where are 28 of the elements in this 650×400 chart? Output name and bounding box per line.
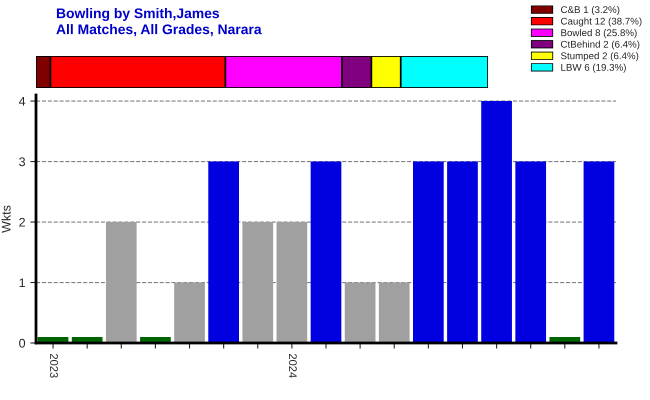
y-tick-label: 2 <box>19 218 25 227</box>
bar <box>106 222 137 343</box>
x-tick-label: 2023 <box>50 354 58 378</box>
bar <box>310 162 342 343</box>
legend-label: Caught 12 (38.7%) <box>561 17 642 27</box>
bar <box>413 162 444 343</box>
bar <box>242 222 274 343</box>
legend-label: C&B 1 (3.2%) <box>561 6 620 15</box>
bar <box>515 162 546 343</box>
bar <box>447 162 478 343</box>
y-tick-label: 3 <box>19 157 26 166</box>
legend-label: CtBehind 2 (6.4%) <box>561 40 640 50</box>
bar <box>481 101 512 343</box>
y-tick-label: 4 <box>18 96 26 106</box>
bar <box>276 222 308 343</box>
bar <box>344 282 376 343</box>
y-tick-label: 1 <box>20 278 25 288</box>
legend-label: Stumped 2 (6.4%) <box>560 52 638 62</box>
bar <box>378 282 410 343</box>
legend-label: Bowled 8 (25.8%) <box>561 29 637 38</box>
bar <box>584 162 614 343</box>
y-axis-title: Wkts <box>1 206 11 233</box>
bar <box>208 162 239 343</box>
bar <box>174 282 205 343</box>
x-tick-label: 2024 <box>288 354 297 378</box>
chart-title: Bowling by Smith,James All Matches, All Grades, Narara <box>56 8 262 36</box>
y-tick-label: 0 <box>19 338 26 348</box>
legend-label: LBW 6 (19.3%) <box>561 64 626 73</box>
